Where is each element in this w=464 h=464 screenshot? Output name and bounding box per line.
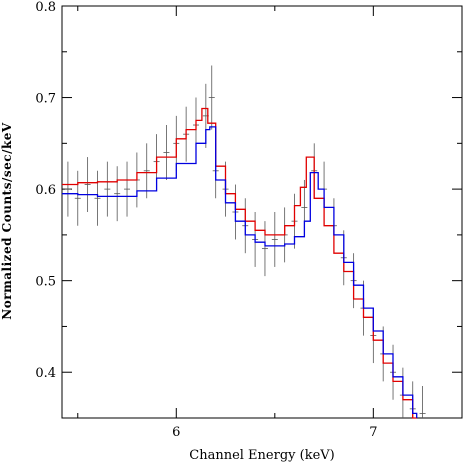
series-line-1 bbox=[62, 107, 417, 419]
x-tick-label: 6 bbox=[172, 425, 180, 440]
y-tick-label: 0.8 bbox=[35, 0, 56, 15]
plot-frame bbox=[61, 5, 463, 419]
series-line-2 bbox=[62, 126, 418, 418]
x-axis-label: Channel Energy (keV) bbox=[189, 448, 334, 463]
x-tick-label: 7 bbox=[369, 425, 377, 440]
y-tick-label: 0.4 bbox=[35, 366, 56, 381]
y-tick-label: 0.7 bbox=[35, 92, 56, 107]
y-axis-label: Normalized Counts/sec/keV bbox=[0, 122, 14, 320]
y-tick-label: 0.6 bbox=[35, 183, 56, 198]
y-tick-label: 0.5 bbox=[35, 275, 56, 290]
